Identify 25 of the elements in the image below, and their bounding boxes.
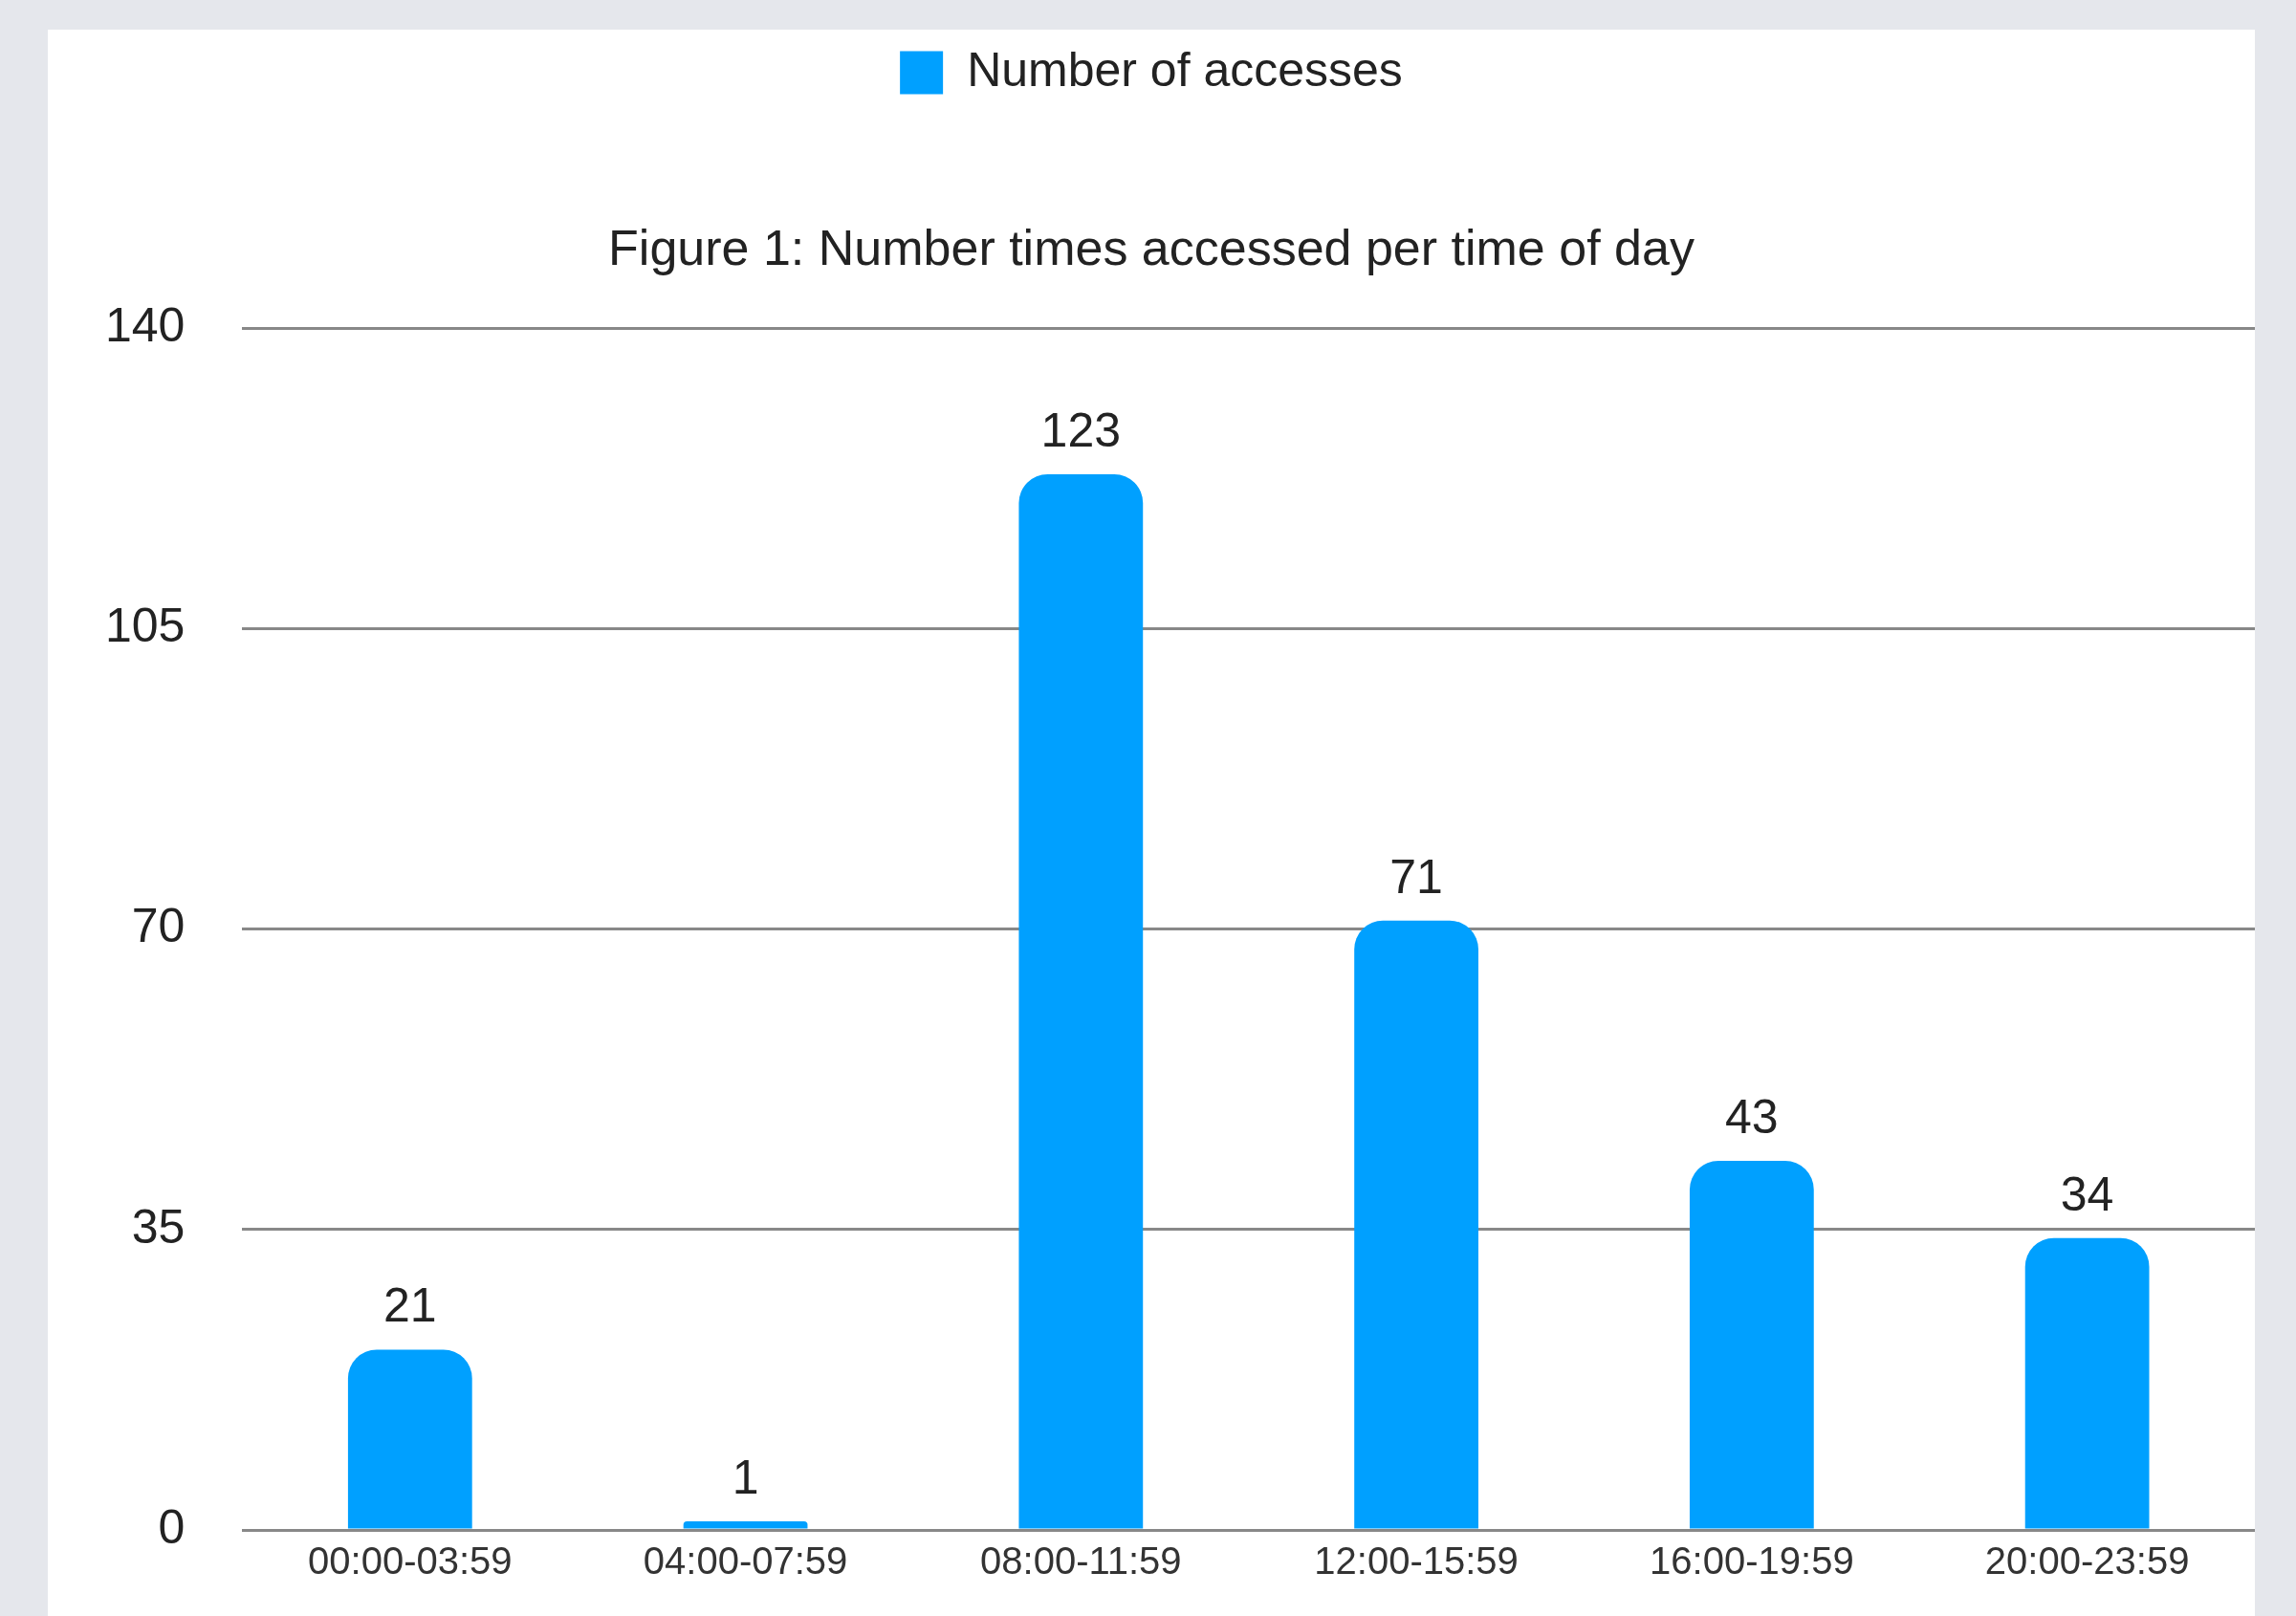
x-tick-label: 20:00-23:59 [1984, 1540, 2190, 1583]
bar [1354, 920, 1478, 1529]
y-tick-label: 0 [158, 1499, 186, 1554]
y-tick-label: 70 [131, 899, 186, 953]
bar [2024, 1237, 2150, 1529]
bar [1018, 473, 1144, 1529]
y-tick-label: 105 [104, 599, 186, 653]
bar [1689, 1161, 1814, 1529]
x-tick-label: 12:00-15:59 [1314, 1540, 1519, 1583]
data-label: 43 [1725, 1089, 1779, 1144]
x-tick-label: 08:00-11:59 [980, 1540, 1182, 1583]
x-tick-label: 00:00-03:59 [308, 1540, 513, 1583]
data-label: 34 [2060, 1167, 2114, 1221]
legend-label: Number of accesses [967, 42, 1403, 97]
data-label: 21 [383, 1278, 437, 1333]
data-label: 123 [1040, 403, 1122, 457]
bar [683, 1521, 808, 1529]
bar [347, 1349, 472, 1529]
chart-title: Figure 1: Number times accessed per time of day [608, 219, 1695, 275]
y-tick-label: 35 [131, 1199, 186, 1254]
data-label: 71 [1389, 849, 1443, 904]
data-label: 1 [732, 1450, 759, 1504]
x-tick-label: 16:00-19:59 [1650, 1540, 1854, 1583]
y-tick-label: 140 [104, 298, 186, 353]
x-tick-label: 04:00-07:59 [643, 1540, 848, 1583]
